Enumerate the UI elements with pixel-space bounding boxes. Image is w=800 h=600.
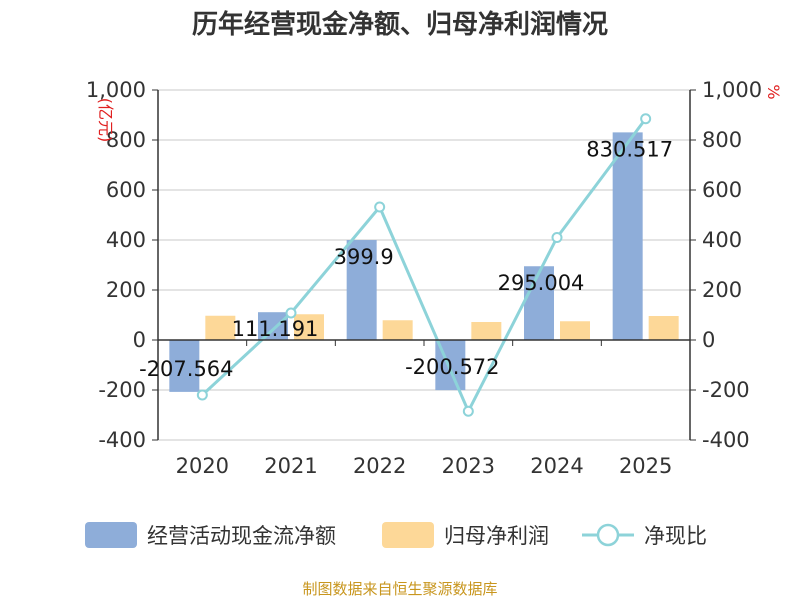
legend-label-ratio: 净现比 bbox=[644, 524, 707, 548]
cash-flow-data-label: -207.564 bbox=[139, 357, 233, 381]
left-tick-label: 0 bbox=[133, 328, 146, 352]
net-profit-bar bbox=[648, 316, 679, 340]
cash-flow-data-label: 111.191 bbox=[232, 317, 319, 341]
ratio-line bbox=[196, 113, 652, 417]
cash-flow-data-label: -200.572 bbox=[405, 355, 499, 379]
cash-flow-bar bbox=[258, 312, 288, 340]
bars bbox=[169, 132, 679, 392]
legend-swatch-net-profit bbox=[382, 522, 434, 548]
right-tick-label: 600 bbox=[702, 178, 742, 202]
cash-flow-bar bbox=[169, 340, 200, 392]
right-tick-label: 1,000 bbox=[702, 78, 762, 102]
x-tick-label: 2020 bbox=[176, 454, 229, 478]
right-tick-label: 800 bbox=[702, 128, 742, 152]
right-tick-label: 0 bbox=[702, 328, 715, 352]
chart-title: 历年经营现金净额、归母净利润情况 bbox=[192, 9, 608, 40]
cash-flow-data-label: 399.9 bbox=[334, 245, 394, 269]
data-labels: -207.564 111.191 399.9 -200.572 295.004 830.5… bbox=[139, 137, 673, 381]
cash-flow-data-label: 830.517 bbox=[586, 137, 673, 161]
legend: 经营活动现金流净额 归母净利润 净现比 bbox=[85, 522, 707, 548]
ratio-point bbox=[640, 113, 652, 125]
right-tick-label: -400 bbox=[702, 428, 750, 452]
left-tick-label: -200 bbox=[98, 378, 146, 402]
left-tick-label: 200 bbox=[106, 278, 146, 302]
legend-label-net-profit: 归母净利润 bbox=[444, 524, 549, 548]
x-tick-label: 2022 bbox=[353, 454, 406, 478]
left-tick-label: 400 bbox=[106, 228, 146, 252]
right-axis-unit: % bbox=[764, 84, 783, 99]
left-axis-unit: (亿元) bbox=[96, 98, 115, 143]
axes: -400 -200 0 200 400 600 800 1,000 -400 -200 0 200 40… bbox=[86, 78, 762, 478]
right-tick-label: 400 bbox=[702, 228, 742, 252]
ratio-point bbox=[462, 405, 474, 417]
legend-label-cash-flow: 经营活动现金流净额 bbox=[147, 524, 336, 548]
legend-swatch-ratio-marker bbox=[596, 523, 620, 547]
net-profit-bar bbox=[560, 321, 590, 340]
left-tick-label: 1,000 bbox=[86, 78, 146, 102]
left-tick-label: -400 bbox=[98, 428, 146, 452]
ratio-point bbox=[551, 232, 563, 243]
right-tick-label: 200 bbox=[702, 278, 742, 302]
net-profit-bar bbox=[471, 322, 502, 340]
x-tick-label: 2025 bbox=[619, 454, 672, 478]
x-tick-label: 2023 bbox=[442, 454, 495, 478]
x-tick-label: 2021 bbox=[264, 454, 317, 478]
ratio-point bbox=[196, 389, 208, 401]
ratio-line-path bbox=[201, 117, 647, 415]
net-profit-bar bbox=[294, 314, 324, 340]
cash-flow-bar bbox=[524, 266, 554, 340]
ratio-point bbox=[374, 201, 386, 213]
source-note: 制图数据来自恒生聚源数据库 bbox=[302, 580, 497, 598]
cash-flow-data-label: 295.004 bbox=[498, 271, 585, 295]
net-profit-bar bbox=[382, 320, 413, 340]
cash-flow-bar bbox=[346, 240, 377, 340]
x-tick-label: 2024 bbox=[530, 454, 583, 478]
ratio-point bbox=[285, 307, 297, 319]
left-tick-label: 800 bbox=[106, 128, 146, 152]
legend-swatch-cash-flow bbox=[85, 522, 137, 548]
net-profit-bar bbox=[205, 315, 236, 340]
left-tick-label: 600 bbox=[106, 178, 146, 202]
cash-flow-bar bbox=[612, 132, 643, 340]
right-tick-label: -200 bbox=[702, 378, 750, 402]
